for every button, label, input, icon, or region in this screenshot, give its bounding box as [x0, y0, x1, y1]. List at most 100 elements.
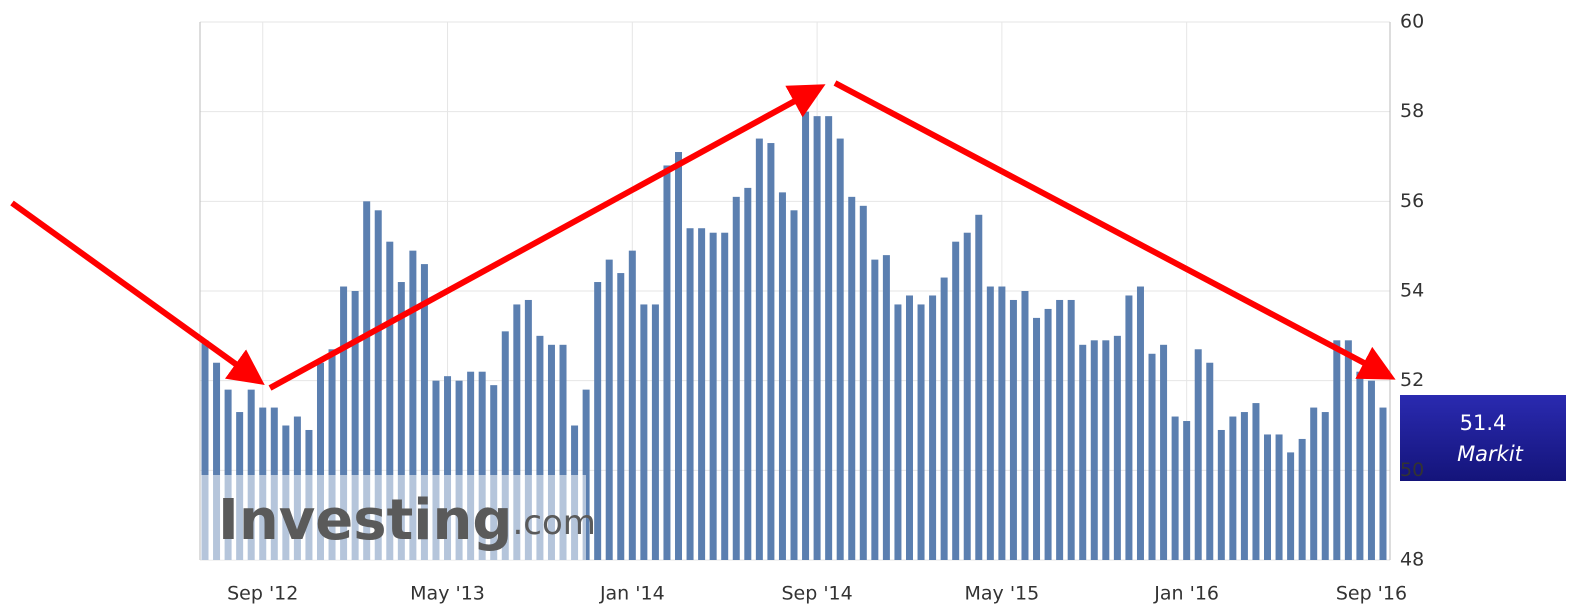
bar [825, 116, 833, 561]
y-tick-label: 48 [1400, 549, 1424, 571]
y-tick-label: 54 [1400, 280, 1424, 302]
bar [917, 304, 925, 560]
bar [1090, 340, 1098, 560]
bar [675, 152, 683, 560]
bar [628, 250, 636, 560]
bar [871, 259, 879, 560]
bar [1217, 429, 1225, 560]
watermark-main: Investing [218, 488, 512, 553]
bar [975, 214, 983, 561]
bar [351, 291, 359, 560]
x-tick-label: Jan '16 [1153, 583, 1219, 605]
bar [478, 371, 486, 560]
bar [698, 228, 706, 560]
bar [490, 385, 498, 560]
bar [1344, 340, 1352, 560]
bar [1033, 317, 1041, 560]
x-tick-label: Sep '16 [1336, 583, 1407, 605]
current-value-box [1400, 395, 1566, 481]
bar [651, 304, 659, 560]
arrow [10, 200, 265, 386]
bar [1136, 286, 1144, 560]
bar [559, 344, 567, 560]
bar [420, 264, 428, 560]
bar [213, 362, 221, 560]
bar [1298, 438, 1306, 560]
x-tick-label: Jan '14 [599, 583, 665, 605]
bar [547, 344, 555, 560]
bar [582, 389, 590, 560]
watermark-backdrop [200, 475, 586, 560]
bar [1148, 353, 1156, 560]
bar [455, 380, 463, 560]
bar [1125, 295, 1133, 560]
bar [444, 376, 452, 560]
current-value: 51.4 [1460, 411, 1507, 435]
bar [952, 241, 960, 560]
bar [1206, 362, 1214, 560]
bar [1113, 335, 1121, 560]
bar [709, 232, 717, 560]
bar [513, 304, 521, 560]
arrow [268, 84, 826, 391]
bar [1379, 407, 1387, 560]
x-tick-label: Sep '14 [781, 583, 852, 605]
watermark: Investing.com [218, 488, 596, 553]
bar [767, 143, 775, 561]
y-tick-label: 58 [1400, 100, 1424, 122]
bar [686, 228, 694, 560]
bar [721, 232, 729, 560]
bar [617, 273, 625, 560]
bar [1264, 434, 1272, 560]
bar [1229, 416, 1237, 560]
bar [859, 205, 867, 561]
bar [1310, 407, 1318, 560]
x-tick-label: May '15 [965, 583, 1040, 605]
bar [790, 210, 798, 561]
bar [732, 196, 740, 560]
bar [409, 250, 417, 560]
y-tick-label: 50 [1400, 459, 1424, 481]
bar [501, 331, 509, 560]
bar [663, 165, 671, 560]
y-tick-label: 52 [1400, 369, 1424, 391]
bar [397, 282, 405, 560]
bar [905, 295, 913, 560]
bar [998, 286, 1006, 560]
bar [328, 349, 336, 560]
bar [432, 380, 440, 560]
bar [882, 255, 890, 560]
bar [848, 196, 856, 560]
x-tick-label: Sep '12 [227, 583, 298, 605]
bar [247, 389, 255, 560]
bar [1056, 299, 1064, 560]
bar [1252, 403, 1260, 560]
bar [1009, 299, 1017, 560]
bar [640, 304, 648, 560]
bar [363, 201, 371, 561]
bar [755, 138, 763, 561]
bar [1102, 340, 1110, 560]
bar [1240, 412, 1248, 560]
bar [940, 277, 948, 560]
bar [1160, 344, 1168, 560]
bar [594, 282, 602, 560]
bar [201, 340, 209, 560]
watermark-suffix: .com [512, 503, 595, 543]
bar [224, 389, 232, 560]
y-tick-label: 60 [1400, 11, 1424, 33]
bar [536, 335, 544, 560]
bar [1287, 452, 1295, 560]
bar [1321, 412, 1329, 560]
bar [1171, 416, 1179, 560]
arrow [833, 80, 1396, 380]
bar [813, 116, 821, 561]
bar [1194, 349, 1202, 560]
series-name: Markit [1457, 442, 1524, 466]
y-tick-label: 56 [1400, 190, 1424, 212]
bar [1356, 371, 1364, 560]
x-tick-label: May '13 [410, 583, 485, 605]
bar [524, 299, 532, 560]
bar [836, 138, 844, 561]
